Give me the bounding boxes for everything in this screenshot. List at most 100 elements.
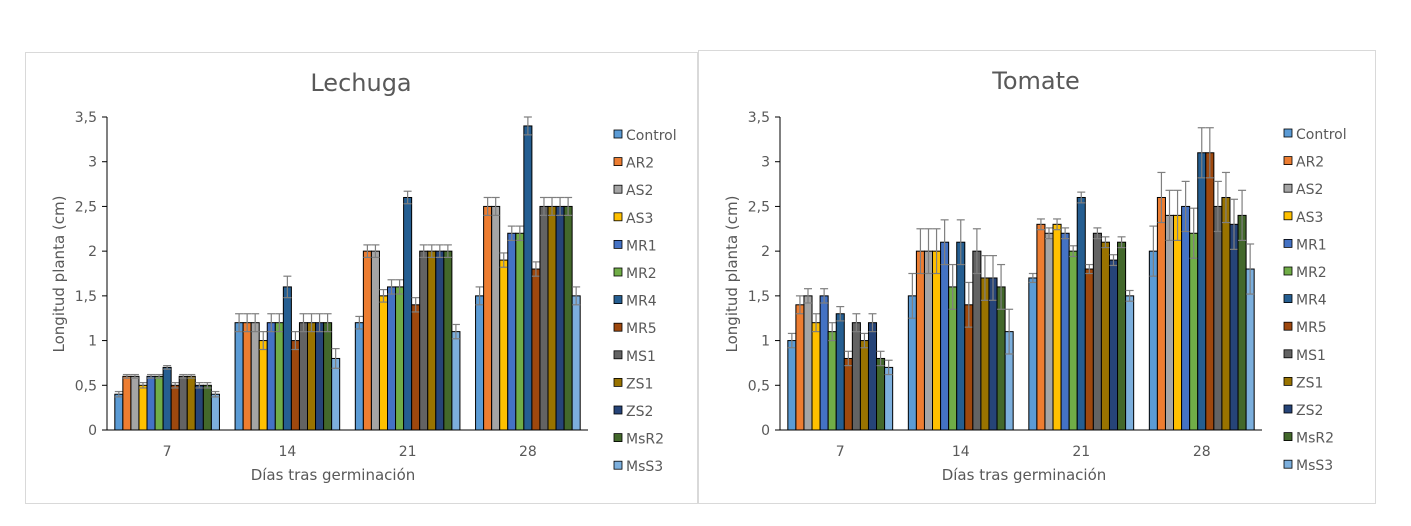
legend-marker-as3 (1283, 211, 1293, 221)
legend-marker-zs1 (1283, 376, 1293, 386)
bar-zs2-28 (1229, 223, 1239, 431)
legend-label-mr1: MR1 (626, 238, 657, 254)
bar-zs1-7 (859, 340, 869, 431)
bar-mr1-7 (146, 375, 156, 431)
bar-mss3-21 (1125, 295, 1135, 431)
bar-ar2-14 (242, 322, 252, 431)
y-tick-label: 2 (761, 244, 770, 260)
bar-mr2-7 (154, 375, 164, 431)
bar-ms1-14 (298, 322, 308, 431)
bar-control-7 (114, 393, 124, 431)
bar-mr4-14 (956, 241, 966, 431)
legend-label-ms1: MS1 (1296, 348, 1326, 364)
bar-msr2-21 (443, 250, 453, 431)
bar-as2-7 (803, 295, 813, 431)
legend-label-msr2: MsR2 (1296, 431, 1334, 447)
bar-msr2-7 (876, 357, 886, 431)
bar-zs2-14 (315, 322, 325, 431)
legend-label-zs1: ZS1 (1296, 375, 1323, 391)
chart-lechuga: Lechuga Días tras germinación Longitud p… (50, 69, 677, 484)
bar-as3-28 (499, 259, 509, 431)
legend-marker-mr2 (1283, 266, 1293, 276)
bar-mr4-21 (1076, 196, 1086, 431)
legend-label-mr1: MR1 (1296, 237, 1327, 253)
legend-marker-as3 (613, 212, 623, 222)
bar-ar2-28 (483, 205, 493, 431)
bar-control-21 (354, 322, 364, 431)
bar-mr4-14 (282, 286, 292, 431)
x-tick-label: 14 (278, 444, 296, 460)
legend-marker-mr5 (1283, 321, 1293, 331)
bar-control-28 (475, 295, 485, 431)
legend-label-mr2: MR2 (626, 266, 657, 282)
bar-mr2-28 (1189, 232, 1199, 431)
bar-mr1-14 (266, 322, 276, 431)
bar-mr1-28 (1181, 205, 1191, 431)
bar-zs1-28 (1221, 196, 1231, 431)
bar-as2-14 (250, 322, 260, 431)
chart-title: Lechuga (310, 69, 411, 97)
bar-as2-28 (1164, 214, 1175, 431)
legend-label-mr4: MR4 (626, 294, 657, 310)
bar-as3-21 (1052, 223, 1062, 431)
y-tick-label: 3 (761, 155, 770, 171)
legend-label-ar2: AR2 (626, 156, 654, 172)
bar-mr5-7 (170, 384, 180, 431)
legend-marker-mr5 (613, 322, 623, 332)
bar-mr1-21 (387, 286, 397, 431)
legend-marker-ar2 (613, 157, 623, 167)
bar-ms1-7 (178, 375, 188, 431)
bar-control-28 (1148, 250, 1158, 431)
bar-mr2-7 (827, 331, 837, 431)
bar-control-7 (787, 340, 797, 431)
bar-ar2-21 (1036, 223, 1046, 431)
bar-as3-14 (932, 250, 942, 431)
x-tick-label: 21 (399, 444, 417, 460)
bar-mss3-7 (884, 366, 894, 431)
x-tick-label: 7 (836, 444, 845, 460)
legend-marker-ms1 (613, 350, 623, 360)
legend-label-zs2: ZS2 (626, 404, 653, 420)
x-tick-label: 14 (952, 444, 970, 460)
legend-label-mss3: MsS3 (626, 459, 663, 475)
y-tick-label: 1 (761, 334, 770, 350)
bar-zs1-7 (186, 375, 196, 431)
x-tick-label: 28 (1193, 444, 1211, 460)
bar-as2-14 (923, 250, 934, 431)
y-tick-label: 0 (761, 423, 770, 439)
legend-marker-msr2 (613, 433, 623, 443)
bar-mr2-21 (395, 286, 405, 431)
bar-zs2-7 (867, 322, 878, 431)
y-tick-label: 3,5 (75, 110, 97, 126)
legend-marker-ms1 (1283, 349, 1293, 359)
legend-label-mr2: MR2 (1296, 265, 1327, 281)
bar-control-14 (234, 322, 244, 431)
legend-marker-ar2 (1283, 156, 1293, 166)
chart-tomate: Tomate Días tras germinación Longitud pl… (723, 67, 1347, 484)
bar-mr2-21 (1068, 250, 1078, 431)
bar-mr4-21 (403, 196, 413, 431)
legend-marker-as2 (613, 184, 623, 194)
legend-marker-zs2 (613, 405, 623, 415)
bar-msr2-28 (563, 205, 573, 431)
y-axis-label: Longitud planta (cm) (723, 196, 741, 353)
bar-mss3-21 (451, 331, 461, 431)
bar-zs2-21 (1108, 259, 1119, 431)
bar-as3-7 (811, 322, 821, 431)
legend-marker-mr4 (1283, 294, 1293, 304)
y-tick-label: 1 (88, 334, 97, 350)
y-tick-label: 3,5 (748, 110, 770, 126)
bar-mr5-14 (290, 340, 300, 431)
bar-as3-28 (1173, 214, 1183, 431)
legend-marker-mss3 (1283, 459, 1293, 469)
bar-mr1-21 (1060, 232, 1070, 431)
legend-label-mr5: MR5 (626, 321, 657, 337)
x-tick-label: 21 (1072, 444, 1090, 460)
bar-as2-28 (491, 205, 501, 431)
bar-as3-21 (378, 295, 389, 431)
bar-mr4-7 (835, 313, 845, 431)
bar-zs2-28 (555, 205, 565, 431)
legend-marker-mr2 (613, 267, 623, 277)
legend-marker-control (613, 129, 623, 139)
